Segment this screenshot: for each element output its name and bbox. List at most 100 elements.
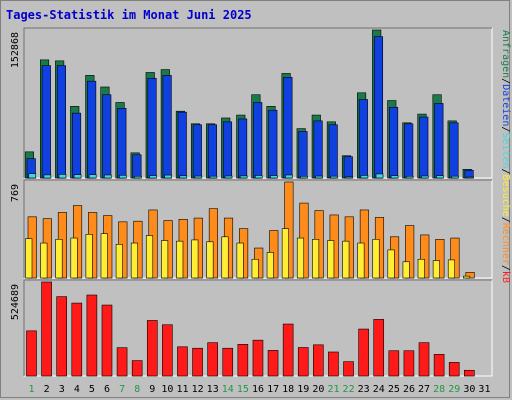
bar-besuche-day-16 [251, 258, 259, 279]
bar-dateien-day-28 [434, 103, 444, 179]
bar-dateien-day-3 [56, 65, 66, 179]
day-label-8: 8 [134, 384, 140, 395]
bar-seiten-day-23 [360, 175, 369, 179]
bar-seiten-day-25 [390, 175, 399, 179]
legend-kb: kB [500, 271, 511, 283]
y-max-label-middle: 769 [10, 184, 21, 202]
chart-title: Tages-Statistik im Monat Juni 2025 [6, 8, 252, 22]
bar-besuche-day-1 [25, 238, 33, 279]
bar-kb-day-19 [297, 347, 309, 377]
bar-kb-day-22 [343, 361, 354, 377]
bar-seiten-day-8 [134, 175, 142, 179]
bar-kb-day-13 [207, 342, 218, 377]
day-label-6: 6 [104, 384, 110, 395]
day-label-25: 25 [388, 384, 400, 395]
bar-dateien-day-11 [177, 111, 187, 179]
bar-seiten-day-14 [224, 175, 233, 179]
day-label-19: 19 [297, 384, 309, 395]
bar-besuche-day-22 [342, 240, 350, 279]
bar-dateien-day-12 [192, 124, 202, 179]
bar-besuche-day-19 [296, 237, 305, 279]
day-label-17: 17 [267, 384, 279, 395]
bar-dateien-day-2 [41, 65, 51, 179]
bar-dateien-day-20 [313, 120, 323, 179]
legend-separator: / [500, 78, 511, 84]
bar-seiten-day-17 [270, 175, 278, 179]
bar-seiten-day-29 [451, 175, 459, 179]
bar-besuche-day-20 [312, 239, 320, 279]
day-label-15: 15 [237, 384, 249, 395]
bar-seiten-day-18 [285, 174, 293, 179]
legend-seiten: Seiten [500, 132, 511, 168]
bar-dateien-day-6 [102, 94, 112, 179]
bar-kb-day-18 [282, 323, 294, 377]
day-axis: 1 2 3 4 5 6 7 8 9 10 11 12 13 14 15 16 17 18 19 20 21 22 23 24 2… [29, 384, 491, 395]
bar-seiten-day-19 [300, 175, 308, 179]
bar-dateien-day-5 [87, 80, 97, 179]
bar-dateien-day-9 [147, 77, 157, 179]
bar-kb-day-4 [71, 302, 83, 377]
bar-dateien-day-23 [358, 99, 368, 179]
chart-panels: 152868769524689Anfragen/Dateien/Seiten/B… [10, 27, 511, 377]
bar-besuche-day-5 [85, 234, 93, 279]
bar-dateien-day-29 [449, 122, 459, 179]
day-label-21: 21 [327, 384, 339, 395]
bar-besuche-day-11 [176, 240, 184, 279]
bar-dateien-day-21 [328, 124, 338, 179]
bar-dateien-day-18 [283, 77, 293, 179]
bar-besuche-day-30 [463, 275, 471, 279]
bar-besuche-day-25 [387, 249, 395, 279]
day-label-29: 29 [448, 384, 460, 395]
bar-dateien-day-7 [117, 107, 127, 179]
bar-kb-day-14 [222, 347, 234, 377]
day-label-14: 14 [222, 384, 234, 395]
bar-kb-day-5 [86, 294, 98, 377]
bar-seiten-day-9 [149, 175, 157, 179]
bar-besuche-day-18 [281, 228, 289, 279]
bar-seiten-day-16 [254, 175, 263, 179]
bar-kb-day-8 [131, 360, 143, 377]
day-label-22: 22 [343, 384, 355, 395]
bar-besuche-day-3 [55, 239, 63, 279]
bar-kb-day-12 [192, 347, 203, 377]
bar-dateien-day-10 [162, 75, 172, 179]
bar-dateien-day-16 [253, 102, 263, 179]
bar-besuche-day-9 [145, 235, 154, 279]
day-label-28: 28 [433, 384, 445, 395]
plot-edge-bottom [23, 279, 492, 376]
day-label-23: 23 [358, 384, 370, 395]
day-label-11: 11 [176, 384, 188, 395]
bar-besuche-day-13 [206, 241, 214, 279]
legend-rechner: Rechner [500, 223, 511, 265]
bar-seiten-day-24 [375, 173, 384, 179]
bar-kb-day-24 [373, 319, 385, 377]
bar-seiten-day-6 [103, 174, 112, 179]
panel-middle: 769 [10, 179, 493, 279]
bar-seiten-day-22 [345, 176, 354, 179]
day-label-1: 1 [29, 384, 35, 395]
bar-kb-day-17 [267, 350, 279, 377]
day-label-20: 20 [312, 384, 324, 395]
bar-dateien-day-8 [132, 154, 142, 179]
bar-seiten-day-27 [421, 175, 429, 179]
bar-seiten-day-21 [330, 175, 339, 179]
bar-seiten-day-28 [436, 175, 444, 179]
bar-kb-day-9 [146, 320, 158, 377]
bar-kb-day-6 [101, 304, 113, 377]
bar-besuche-day-24 [372, 239, 380, 279]
legend-besuche: Besuche [500, 175, 511, 217]
bar-kb-day-27 [418, 342, 430, 377]
bar-dateien-day-19 [298, 131, 308, 179]
bar-seiten-day-30 [466, 176, 474, 179]
bar-seiten-day-5 [88, 174, 97, 179]
legend-anfragen: Anfragen [500, 30, 511, 78]
bar-besuche-day-8 [130, 242, 138, 279]
bar-kb-day-15 [237, 343, 249, 377]
bar-besuche-day-12 [191, 239, 199, 279]
bar-kb-day-30 [464, 369, 475, 377]
day-label-5: 5 [89, 384, 95, 395]
plot-edge-middle [23, 179, 492, 278]
y-max-label-top: 152868 [10, 32, 21, 68]
bar-besuche-day-2 [40, 242, 48, 279]
